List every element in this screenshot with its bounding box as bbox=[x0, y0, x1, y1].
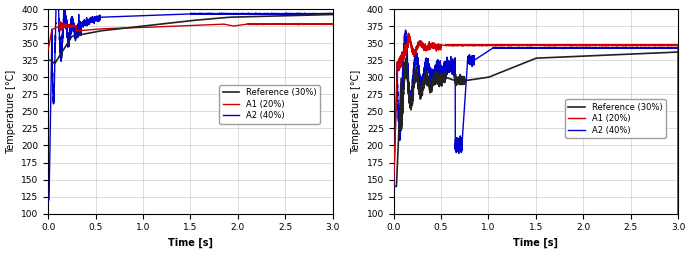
Reference (30%) bbox=[497, 71, 505, 74]
X-axis label: Time [s]: Time [s] bbox=[513, 238, 558, 248]
Reference (30%) bbox=[459, 80, 467, 84]
A2 (40%) bbox=[455, 145, 464, 149]
Reference (30%) bbox=[517, 62, 525, 66]
Reference (30%) bbox=[390, 185, 398, 188]
Reference (30%) bbox=[674, 50, 683, 54]
A1 (20%) bbox=[110, 27, 118, 30]
Line: A1 (20%): A1 (20%) bbox=[394, 33, 679, 274]
Reference (30%) bbox=[113, 27, 122, 31]
A2 (40%) bbox=[457, 147, 466, 151]
Reference (30%) bbox=[329, 13, 337, 16]
Reference (30%) bbox=[151, 23, 160, 26]
Reference (30%) bbox=[457, 82, 465, 85]
A1 (20%) bbox=[457, 43, 466, 47]
A2 (40%) bbox=[113, 15, 122, 18]
A2 (40%) bbox=[44, 198, 53, 202]
Line: Reference (30%): Reference (30%) bbox=[394, 52, 679, 186]
A1 (20%) bbox=[326, 22, 334, 26]
Reference (30%) bbox=[455, 81, 464, 84]
Legend: Reference (30%), A1 (20%), A2 (40%): Reference (30%), A1 (20%), A2 (40%) bbox=[220, 85, 320, 124]
Reference (30%) bbox=[50, 62, 59, 65]
A1 (20%) bbox=[517, 44, 525, 47]
A1 (20%) bbox=[171, 24, 180, 28]
A2 (40%) bbox=[401, 28, 410, 32]
A1 (20%) bbox=[455, 44, 464, 47]
Y-axis label: Temperature [°C]: Temperature [°C] bbox=[351, 69, 361, 153]
Reference (30%) bbox=[44, 59, 53, 62]
X-axis label: Time [s]: Time [s] bbox=[168, 238, 213, 248]
A2 (40%) bbox=[112, 15, 120, 18]
A2 (40%) bbox=[390, 192, 398, 195]
Reference (30%) bbox=[171, 21, 180, 24]
A2 (40%) bbox=[672, 46, 680, 49]
A2 (40%) bbox=[151, 13, 160, 17]
A1 (20%) bbox=[497, 44, 505, 47]
A1 (20%) bbox=[672, 44, 680, 47]
Line: A2 (40%): A2 (40%) bbox=[48, 0, 333, 200]
A1 (20%) bbox=[55, 20, 64, 23]
A1 (20%) bbox=[329, 23, 337, 26]
A2 (40%) bbox=[110, 15, 118, 18]
A1 (20%) bbox=[112, 27, 120, 30]
A1 (20%) bbox=[151, 25, 160, 28]
Y-axis label: Temperature [°C]: Temperature [°C] bbox=[6, 69, 16, 153]
A1 (20%) bbox=[113, 27, 122, 30]
A1 (20%) bbox=[459, 44, 467, 47]
A2 (40%) bbox=[329, 12, 337, 15]
Reference (30%) bbox=[326, 13, 334, 16]
A2 (40%) bbox=[459, 132, 467, 135]
A2 (40%) bbox=[171, 13, 180, 16]
A1 (20%) bbox=[44, 48, 53, 52]
A2 (40%) bbox=[326, 12, 334, 16]
Legend: Reference (30%), A1 (20%), A2 (40%): Reference (30%), A1 (20%), A2 (40%) bbox=[565, 99, 665, 138]
Reference (30%) bbox=[112, 27, 120, 31]
A2 (40%) bbox=[517, 47, 525, 50]
A1 (20%) bbox=[390, 185, 398, 188]
A2 (40%) bbox=[497, 46, 505, 49]
Reference (30%) bbox=[672, 50, 680, 54]
Line: A1 (20%): A1 (20%) bbox=[48, 22, 333, 50]
Line: Reference (30%): Reference (30%) bbox=[48, 15, 333, 64]
Reference (30%) bbox=[110, 28, 118, 31]
Line: A2 (40%): A2 (40%) bbox=[394, 30, 679, 274]
A1 (20%) bbox=[404, 32, 413, 35]
